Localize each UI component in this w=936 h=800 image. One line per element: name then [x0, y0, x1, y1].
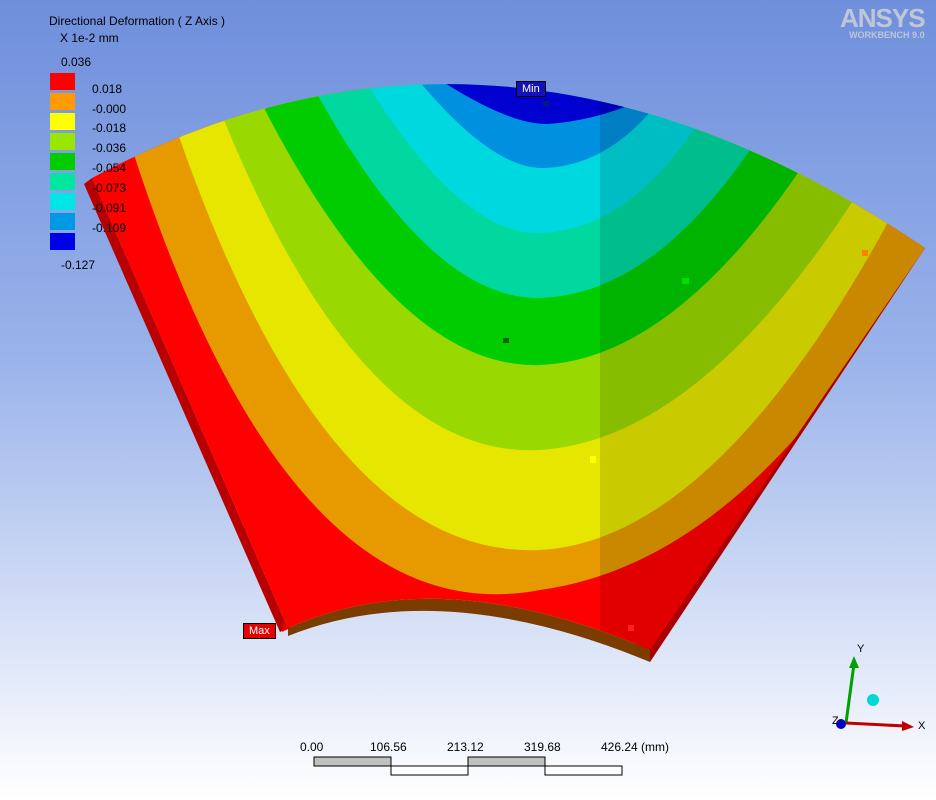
logo-product: WORKBENCH 9.0: [849, 30, 925, 40]
legend-tick: -0.091: [92, 201, 127, 215]
legend-swatch: [50, 233, 75, 250]
legend-swatch: [50, 173, 75, 190]
legend-swatch: [50, 73, 75, 90]
max-marker-label: Max: [243, 623, 276, 639]
logo-name: ANSYS: [840, 3, 926, 33]
probe-point: [862, 250, 868, 256]
scale-tick-label: 426.24 (mm): [601, 740, 670, 754]
legend-swatch: [50, 153, 75, 170]
legend-swatch: [50, 93, 75, 110]
coordinate-triad[interactable]: [836, 656, 914, 731]
probe-point: [590, 456, 596, 463]
max-pointer: [282, 622, 290, 632]
legend-min-value: -0.127: [61, 258, 96, 272]
legend-swatch: [50, 113, 75, 130]
legend-tick: -0.054: [92, 161, 127, 175]
min-marker-label: Min: [516, 81, 546, 97]
scale-tick-label: 213.12: [447, 740, 484, 754]
legend-tick: -0.018: [92, 121, 127, 135]
triad-x-label: X: [918, 720, 926, 732]
legend-tick: -0.000: [92, 102, 127, 116]
result-title: Directional Deformation ( Z Axis ): [49, 14, 226, 28]
scale-tick-label: 319.68: [524, 740, 561, 754]
legend-tick: -0.073: [92, 181, 127, 195]
scale-bar: [313, 756, 623, 776]
probe-point: [503, 338, 509, 343]
legend-max-value: 0.036: [61, 55, 92, 69]
scale-tick-label: 0.00: [300, 740, 324, 754]
probe-point: [628, 625, 634, 631]
probe-point: [543, 101, 549, 107]
legend-swatch: [50, 213, 75, 230]
scale-tick-label: 106.56: [370, 740, 407, 754]
legend-tick: -0.109: [92, 221, 127, 235]
triad-y-label: Y: [857, 643, 865, 655]
legend-tick: 0.018: [92, 82, 123, 96]
triad-z-label: Z: [832, 715, 839, 727]
result-units: X 1e-2 mm: [60, 31, 119, 45]
ansys-logo: ANSYS WORKBENCH 9.0: [840, 3, 926, 40]
probe-point: [682, 278, 689, 284]
legend-swatch: [50, 193, 75, 210]
left-side-face: [84, 178, 288, 632]
legend-tick: -0.036: [92, 141, 127, 155]
inner-arc-face: [288, 598, 650, 662]
legend-swatch: [50, 133, 75, 150]
